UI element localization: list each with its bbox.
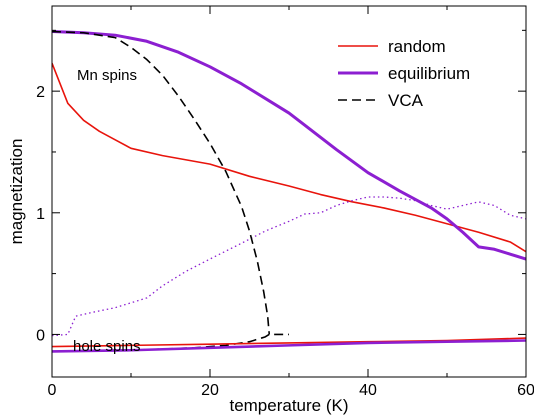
- series-line-equilibrium: [52, 30, 526, 261]
- x-tick-label: 60: [517, 382, 534, 399]
- series-line-random: [52, 62, 526, 253]
- y-tick-label: 2: [36, 84, 45, 101]
- series-layer: [52, 30, 526, 353]
- y-axis-label: magnetization: [7, 139, 26, 245]
- legend-label-equilibrium: equilibrium: [388, 64, 470, 83]
- x-axis-label: temperature (K): [229, 396, 348, 415]
- y-tick-label: 0: [36, 327, 45, 344]
- legend-label-vca: VCA: [388, 91, 424, 110]
- ticks-layer: 0 20 40 60 0 1 2: [36, 6, 534, 399]
- x-tick-label: 20: [201, 382, 219, 399]
- series-line-hole_dotted: [52, 196, 526, 337]
- x-tick-label: 0: [48, 382, 57, 399]
- y-tick-label: 1: [36, 206, 45, 223]
- legend: random equilibrium VCA: [338, 37, 470, 110]
- series-line-vca: [52, 30, 271, 335]
- plot-frame: [51, 5, 527, 378]
- annotation-hole-spins: hole spins: [73, 338, 141, 355]
- legend-label-random: random: [388, 37, 446, 56]
- series-line-equilibrium_hole: [52, 339, 526, 353]
- x-tick-label: 40: [359, 382, 377, 399]
- annotation-mn-spins: Mn spins: [77, 67, 137, 84]
